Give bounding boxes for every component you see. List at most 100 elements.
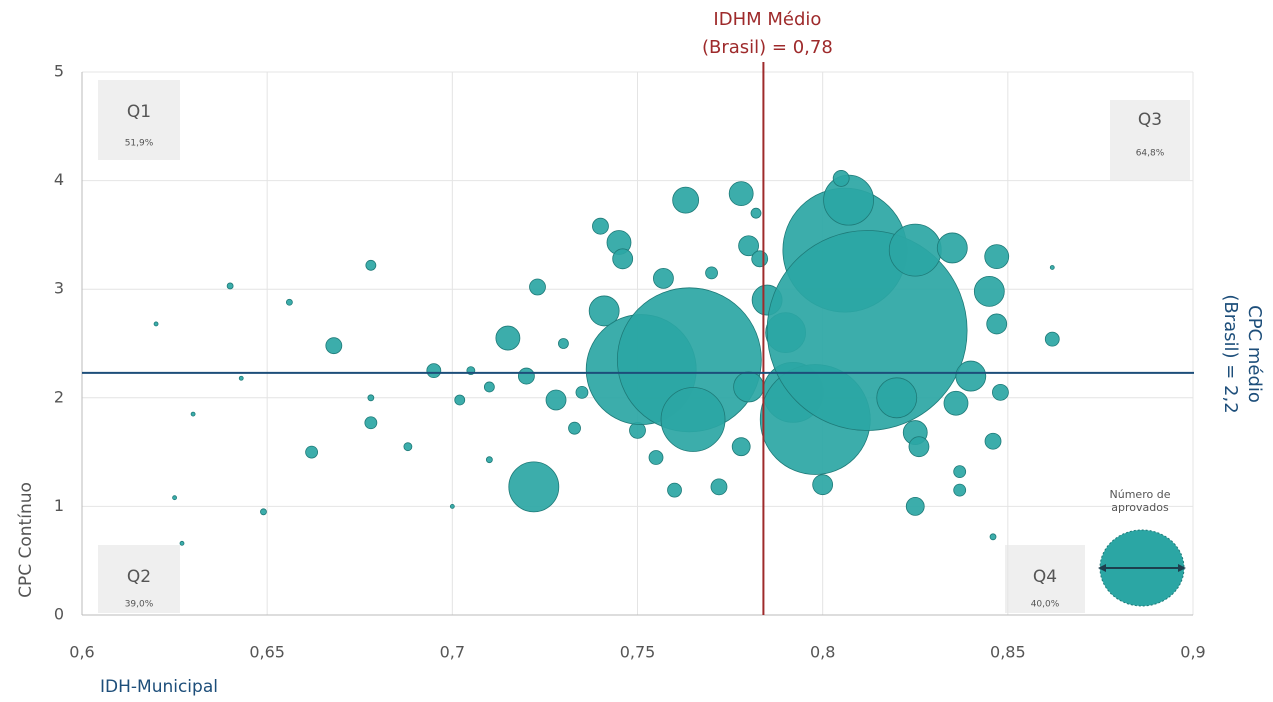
bubble: [226, 282, 234, 290]
quadrant-box: [98, 545, 180, 613]
bubble: [905, 496, 925, 516]
bubble: [984, 432, 1002, 450]
bubble: [588, 295, 620, 327]
y-tick-label: 4: [54, 170, 64, 189]
bubble: [285, 298, 293, 306]
bubble: [518, 367, 535, 385]
bubble: [364, 416, 378, 430]
x-tick-label: 0,65: [249, 643, 285, 662]
bubble: [592, 217, 609, 235]
x-tick-label: 0,6: [69, 643, 94, 662]
bubble: [738, 235, 759, 257]
bubble: [823, 174, 874, 226]
bubble: [545, 389, 567, 411]
bubble: [992, 383, 1009, 401]
quadrant-label: Q3: [1138, 110, 1162, 130]
bubble: [750, 207, 762, 219]
y-tick-label: 0: [54, 605, 64, 624]
bubble: [449, 503, 455, 509]
bubble: [955, 360, 987, 392]
bubble: [612, 248, 634, 270]
quadrant-box: [98, 80, 180, 160]
y-tick-label: 3: [54, 279, 64, 298]
bubble: [1044, 331, 1060, 347]
bubbles: [153, 170, 1060, 546]
x-tick-label: 0,75: [620, 643, 656, 662]
bubble: [483, 381, 495, 393]
bubble: [908, 436, 930, 458]
bubble: [953, 483, 967, 497]
bubble: [485, 456, 493, 464]
bubble: [705, 266, 718, 280]
bubble: [179, 540, 185, 546]
bubble: [153, 321, 159, 327]
bubble: [943, 390, 969, 416]
bubble: [325, 337, 343, 355]
bubble: [575, 385, 589, 399]
bubble: [648, 450, 664, 465]
quadrant-label: Q1: [127, 102, 151, 122]
bubble: [558, 338, 569, 349]
bubble: [832, 170, 850, 187]
y-tick-label: 5: [54, 62, 64, 81]
grid: 0,6 0,65 0,7 0,75 0,8 0,85 0,9 0 1 2 3 4 5: [54, 62, 1206, 662]
overlay: Q1 51,9% Q2 39,0% Q3 64,8% Q4 40,0% Núme…: [16, 9, 1265, 697]
bubble: [989, 533, 997, 541]
y-tick-label: 2: [54, 387, 64, 406]
bubble: [568, 421, 581, 435]
bubble: [238, 375, 244, 381]
bubble: [710, 478, 728, 496]
bubble: [1049, 265, 1055, 270]
reference-y-label: (Brasil) = 2,2: [1220, 294, 1241, 413]
bubble: [766, 230, 968, 431]
quadrant-share: 64,8%: [1136, 149, 1165, 159]
bubble: [672, 186, 700, 214]
bubble: [728, 181, 754, 207]
bubble: [367, 394, 375, 402]
size-legend-arrowhead: [1178, 564, 1186, 572]
reference-y-label: CPC médio: [1244, 305, 1265, 403]
size-legend-arrowhead: [1098, 564, 1106, 572]
bubble: [812, 474, 834, 496]
quadrant-share: 39,0%: [125, 600, 154, 610]
bubble: [508, 461, 560, 513]
reference-x-label: IDHM Médio: [713, 9, 821, 30]
bubble: [667, 482, 682, 498]
x-tick-label: 0,85: [990, 643, 1026, 662]
bubble: [888, 223, 942, 277]
bubble: [936, 232, 968, 264]
quadrant-box: [1005, 545, 1085, 613]
bubble: [190, 411, 196, 417]
quadrant-share: 40,0%: [1031, 600, 1060, 610]
x-axis-label: IDH-Municipal: [100, 677, 218, 697]
bubble: [365, 259, 377, 271]
bubble: [529, 278, 546, 296]
bubble: [403, 442, 413, 452]
bubble: [653, 267, 674, 289]
x-tick-label: 0,8: [810, 643, 835, 662]
bubble: [953, 465, 967, 479]
bubble: [172, 495, 177, 501]
size-legend-title: aprovados: [1111, 501, 1169, 514]
bubble: [973, 275, 1005, 307]
quadrant-label: Q2: [127, 567, 151, 587]
bubble: [986, 313, 1008, 335]
bubble: [660, 387, 726, 452]
y-axis-label: CPC Contínuo: [16, 482, 36, 598]
bubble: [751, 250, 769, 268]
x-tick-label: 0,7: [440, 643, 465, 662]
bubble: [731, 437, 751, 457]
bubble: [305, 445, 319, 459]
bubble: [260, 508, 267, 516]
quadrant-label: Q4: [1033, 567, 1057, 587]
reference-x-label: (Brasil) = 0,78: [702, 37, 833, 58]
bubble: [876, 377, 918, 419]
bubble: [733, 371, 764, 403]
bubble: [984, 244, 1010, 270]
quadrant-box: [1110, 100, 1190, 180]
quadrant-share: 51,9%: [125, 139, 154, 149]
y-tick-label: 1: [54, 496, 64, 515]
bubble: [426, 363, 442, 379]
size-legend-title: Número de: [1110, 488, 1171, 501]
